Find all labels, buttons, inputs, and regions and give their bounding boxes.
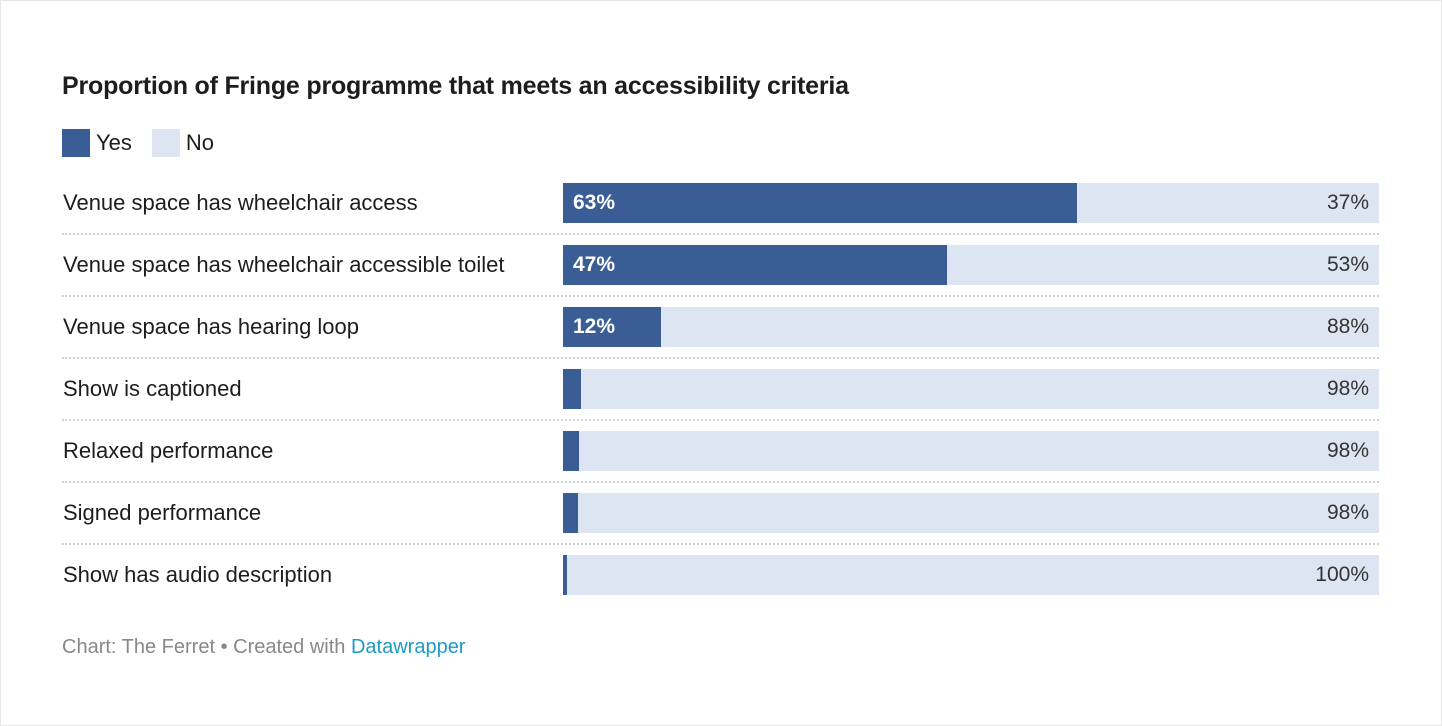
category-label: Relaxed performance [63, 438, 274, 463]
category-label: Venue space has wheelchair access [63, 190, 418, 215]
category-label: Show has audio description [63, 562, 333, 587]
yes-value-label: 47% [573, 253, 616, 276]
row-separator [62, 419, 1379, 421]
bar-yes [563, 555, 568, 595]
bar-row: Show has audio description 100% [62, 555, 1379, 617]
bar-no: 63% 37% [563, 183, 1379, 223]
category-label: Show is captioned [63, 376, 242, 401]
legend-label-yes: Yes [96, 130, 132, 155]
bar-row: Signed performance 98% [62, 493, 1379, 555]
legend-item-no: No [151, 129, 215, 157]
no-value-label: 98% [1326, 439, 1369, 462]
legend-label-no: No [185, 130, 215, 155]
bar-row: Venue space has wheelchair access 63% 37… [62, 183, 1379, 245]
category-label: Signed performance [63, 500, 262, 525]
bar-yes [563, 245, 947, 285]
footer-source: Chart: The Ferret • Created with [62, 636, 351, 658]
row-separator [62, 481, 1379, 483]
legend: Yes No [62, 129, 234, 157]
bar-no: 47% 53% [563, 245, 1379, 285]
no-value-label: 88% [1326, 315, 1369, 338]
bar-yes [563, 369, 581, 409]
legend-swatch-yes [62, 129, 90, 157]
bar-row: Relaxed performance 98% [62, 431, 1379, 493]
legend-item-yes: Yes [62, 129, 132, 157]
chart-title: Proportion of Fringe programme that meet… [62, 72, 849, 100]
bar-no: 98% [563, 431, 1379, 471]
bar-row: Show is captioned 98% [62, 369, 1379, 431]
row-separator [62, 233, 1379, 235]
row-separator [62, 295, 1379, 297]
no-value-label: 98% [1326, 501, 1369, 524]
bar-no: 98% [563, 493, 1379, 533]
yes-value-label: 63% [573, 191, 616, 214]
category-label: Venue space has wheelchair accessible to… [63, 252, 505, 277]
legend-swatch-no [151, 129, 180, 157]
bar-yes [563, 493, 578, 533]
yes-value-label: 12% [573, 315, 616, 338]
bar-no: 12% 88% [563, 307, 1379, 347]
no-value-label: 53% [1326, 253, 1369, 276]
no-value-label: 100% [1315, 563, 1369, 586]
no-value-label: 98% [1326, 377, 1369, 400]
bar-yes [563, 431, 580, 471]
footer: Chart: The Ferret • Created with Datawra… [62, 636, 465, 659]
bar-yes [563, 183, 1078, 223]
bar-no: 100% [563, 555, 1379, 595]
row-separator [62, 543, 1379, 545]
no-value-label: 37% [1326, 191, 1369, 214]
bar-no: 98% [563, 369, 1379, 409]
bar-row: Venue space has hearing loop 12% 88% [62, 307, 1379, 369]
bar-row: Venue space has wheelchair accessible to… [62, 245, 1379, 307]
datawrapper-link[interactable]: Datawrapper [350, 636, 466, 658]
row-separator [62, 357, 1379, 359]
bar-yes [563, 307, 661, 347]
category-label: Venue space has hearing loop [63, 314, 360, 339]
